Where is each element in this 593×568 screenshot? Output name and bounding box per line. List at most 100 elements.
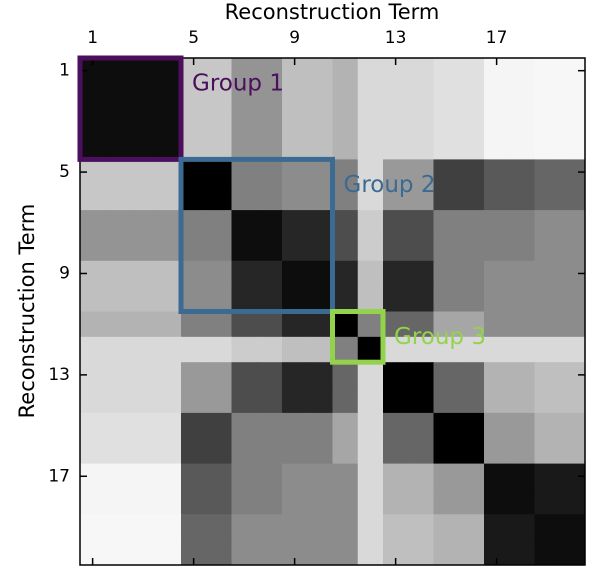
group-box bbox=[178, 156, 335, 314]
cell bbox=[256, 260, 283, 287]
cell bbox=[383, 387, 409, 414]
cell bbox=[105, 514, 131, 541]
cell bbox=[484, 260, 510, 287]
cell bbox=[433, 108, 460, 135]
cell bbox=[256, 235, 283, 262]
cell bbox=[80, 134, 106, 160]
cell bbox=[559, 286, 586, 312]
cell bbox=[408, 311, 434, 338]
cell bbox=[307, 463, 333, 490]
cell bbox=[231, 438, 258, 465]
cell bbox=[256, 286, 283, 312]
cell bbox=[80, 488, 106, 515]
cell bbox=[105, 134, 131, 160]
cell bbox=[357, 311, 384, 338]
cell bbox=[80, 412, 106, 439]
cell bbox=[484, 286, 510, 312]
cell bbox=[231, 184, 258, 211]
x-tick-label: 5 bbox=[188, 28, 199, 48]
cell bbox=[458, 362, 485, 389]
cell bbox=[332, 134, 359, 160]
cell bbox=[357, 184, 384, 211]
cell bbox=[534, 362, 561, 389]
cell bbox=[105, 184, 131, 211]
cell bbox=[509, 286, 535, 312]
cell bbox=[559, 134, 586, 160]
cell bbox=[509, 362, 535, 389]
cell bbox=[256, 311, 283, 338]
cell bbox=[105, 463, 131, 490]
cell bbox=[105, 438, 131, 465]
cell bbox=[130, 539, 157, 566]
cell bbox=[383, 260, 409, 287]
cell bbox=[509, 58, 535, 84]
cell bbox=[181, 134, 207, 160]
cell bbox=[357, 108, 384, 135]
x-tick-label: 1 bbox=[87, 28, 98, 48]
cell bbox=[559, 539, 586, 566]
cell bbox=[231, 210, 258, 236]
cell bbox=[80, 108, 106, 135]
cell bbox=[408, 438, 434, 465]
cell bbox=[509, 488, 535, 515]
cell bbox=[130, 387, 157, 414]
cell bbox=[509, 159, 535, 186]
cell bbox=[307, 108, 333, 135]
cell bbox=[231, 159, 258, 186]
cell bbox=[130, 488, 157, 515]
cell bbox=[534, 210, 561, 236]
cell bbox=[282, 235, 308, 262]
cell bbox=[408, 387, 434, 414]
cell bbox=[458, 134, 485, 160]
cell bbox=[357, 83, 384, 110]
cell bbox=[332, 362, 359, 389]
cell bbox=[433, 210, 460, 236]
cell bbox=[458, 159, 485, 186]
cell bbox=[458, 286, 485, 312]
cell bbox=[433, 336, 460, 363]
cell bbox=[181, 362, 207, 389]
cell bbox=[332, 210, 359, 236]
cell bbox=[332, 260, 359, 287]
cell bbox=[534, 412, 561, 439]
cell bbox=[231, 362, 258, 389]
cell bbox=[509, 438, 535, 465]
cell bbox=[256, 514, 283, 541]
cell bbox=[256, 488, 283, 515]
cell bbox=[130, 286, 157, 312]
cell bbox=[130, 362, 157, 389]
cell bbox=[206, 311, 232, 338]
cell bbox=[534, 286, 561, 312]
cell bbox=[534, 336, 561, 363]
cell bbox=[181, 159, 207, 186]
cell bbox=[458, 260, 485, 287]
cell bbox=[433, 438, 460, 465]
cell bbox=[509, 83, 535, 110]
cell bbox=[130, 210, 157, 236]
cell bbox=[383, 159, 409, 186]
cell bbox=[105, 58, 131, 84]
cell bbox=[332, 514, 359, 541]
cell bbox=[231, 58, 258, 84]
cell bbox=[181, 311, 207, 338]
cell bbox=[282, 336, 308, 363]
cell bbox=[534, 438, 561, 465]
cell bbox=[559, 210, 586, 236]
cell bbox=[231, 260, 258, 287]
cell bbox=[307, 210, 333, 236]
cell bbox=[130, 235, 157, 262]
group-label: Group 3 bbox=[394, 324, 486, 350]
cell bbox=[433, 83, 460, 110]
cell bbox=[105, 336, 131, 363]
cell bbox=[282, 387, 308, 414]
cell bbox=[408, 514, 434, 541]
cell bbox=[181, 260, 207, 287]
cell bbox=[559, 336, 586, 363]
cell bbox=[408, 235, 434, 262]
cell bbox=[534, 108, 561, 135]
cell bbox=[332, 488, 359, 515]
cell bbox=[181, 514, 207, 541]
cell bbox=[256, 362, 283, 389]
cell bbox=[206, 362, 232, 389]
cell bbox=[105, 210, 131, 236]
